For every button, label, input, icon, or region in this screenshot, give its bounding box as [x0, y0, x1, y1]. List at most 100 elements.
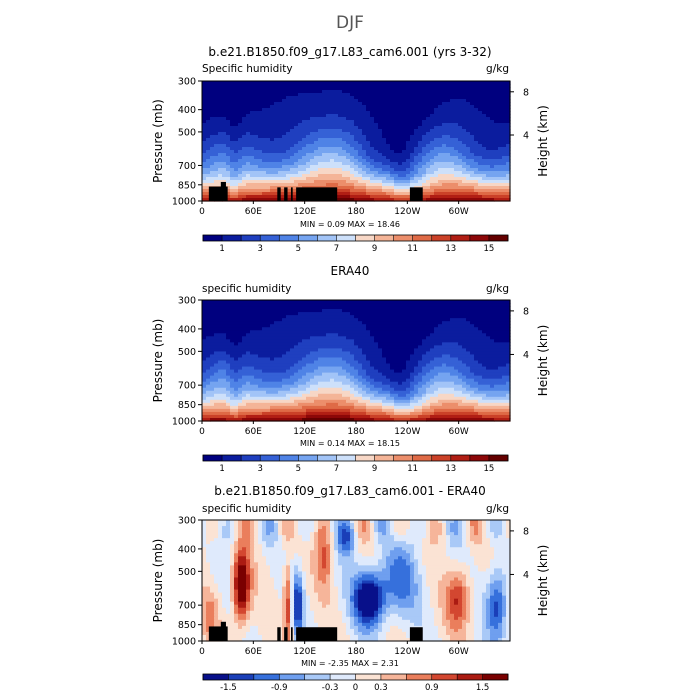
contour-cell [346, 604, 351, 609]
contour-cell [326, 565, 331, 570]
contour-cell [346, 375, 355, 380]
contour-cell [202, 318, 283, 322]
contour-cell [422, 592, 431, 597]
contour-cell [366, 402, 383, 407]
contour-cell [318, 568, 331, 573]
contour-cell [350, 132, 363, 136]
contour-cell [470, 610, 475, 615]
contour-cell [218, 604, 223, 609]
contour-cell [382, 598, 387, 603]
contour-cell [406, 363, 419, 368]
contour-cell [378, 369, 395, 374]
contour-cell [502, 526, 507, 530]
contour-cell [382, 354, 411, 359]
contour-cell [386, 396, 395, 401]
contour-cell [490, 598, 503, 603]
contour-cell [358, 526, 363, 530]
contour-cell [322, 553, 327, 557]
contour-cell [474, 354, 511, 359]
contour-cell [282, 610, 287, 615]
contour-cell [362, 520, 367, 524]
contour-cell [286, 535, 295, 539]
contour-cell [234, 393, 239, 398]
contour-cell [346, 628, 355, 633]
contour-cell [270, 189, 307, 193]
contour-cell [374, 165, 391, 169]
contour-cell [214, 610, 219, 615]
contour-cell [290, 574, 295, 579]
contour-cell [294, 607, 303, 612]
contour-cell [378, 529, 387, 533]
contour-cell [450, 541, 463, 545]
contour-cell [250, 351, 287, 356]
contour-cell [470, 589, 475, 594]
contour-cell [486, 114, 511, 118]
contour-cell [350, 526, 355, 530]
contour-cell [490, 592, 495, 597]
contour-cell [386, 177, 395, 181]
contour-cell [426, 363, 443, 368]
contour-cell [338, 541, 343, 545]
contour-cell [418, 162, 427, 166]
contour-cell [438, 180, 463, 184]
contour-cell [334, 571, 343, 576]
contour-cell [446, 544, 451, 548]
contour-cell [258, 574, 271, 579]
contour-cell [446, 598, 451, 603]
contour-cell [254, 544, 263, 548]
contour-cell [314, 369, 347, 374]
contour-cell [262, 369, 287, 374]
contour-cell [506, 174, 511, 178]
y-axis-label: Pressure (mb) [151, 539, 165, 623]
contour-cell [342, 583, 351, 588]
contour-cell [346, 399, 359, 404]
contour-cell [478, 108, 511, 112]
contour-cell [362, 553, 375, 557]
contour-cell [202, 529, 207, 533]
contour-cell [250, 571, 255, 576]
contour-cell [206, 547, 231, 551]
contour-cell [294, 622, 303, 627]
contour-cell [274, 580, 283, 585]
contour-cell [230, 363, 295, 368]
contour-cell [430, 586, 439, 591]
contour-cell [306, 619, 315, 624]
contour-cell [486, 622, 491, 627]
colorbar-label: -1.5 [220, 683, 237, 693]
contour-cell [390, 147, 407, 151]
contour-cell [286, 351, 311, 356]
contour-cell [422, 357, 435, 362]
contour-cell [302, 366, 319, 371]
contour-cell [270, 571, 283, 576]
contour-cell [506, 586, 511, 591]
contour-cell [506, 526, 511, 530]
contour-cell [378, 622, 383, 627]
contour-cell [202, 306, 511, 310]
contour-cell [502, 598, 507, 603]
contour-cell [306, 616, 315, 621]
contour-cell [366, 135, 383, 139]
contour-cell [446, 628, 455, 633]
contour-cell [314, 156, 347, 160]
contour-cell [302, 595, 307, 600]
contour-cell [290, 387, 307, 392]
y-tick-label: 300 [178, 296, 196, 307]
contour-cell [342, 162, 355, 166]
contour-cell [250, 523, 255, 527]
contour-cell [294, 556, 303, 560]
contour-cell [502, 604, 507, 609]
contour-cell [434, 126, 463, 130]
contour-cell [202, 183, 231, 187]
contour-cell [374, 529, 379, 533]
contour-cell [454, 168, 467, 172]
contour-cell [206, 159, 231, 163]
contour-cell [266, 523, 275, 527]
contour-cell [462, 141, 479, 145]
contour-cell [346, 631, 355, 636]
contour-cell [294, 153, 307, 157]
contour-cell [374, 417, 395, 422]
contour-cell [414, 571, 419, 576]
contour-cell [290, 616, 295, 621]
contour-cell [290, 571, 295, 576]
contour-cell [314, 616, 343, 621]
